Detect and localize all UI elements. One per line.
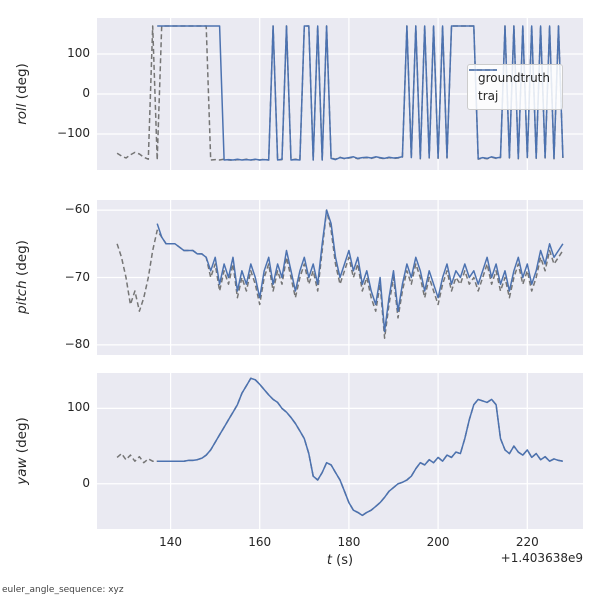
footer-note: euler_angle_sequence: xyz: [2, 585, 124, 595]
ytick-label: −80: [64, 336, 90, 351]
axes-2: [97, 373, 583, 529]
axis-offset-text: +1.403638e9: [500, 551, 583, 565]
legend-label-traj: traj: [477, 89, 499, 103]
axes-1: [97, 200, 583, 355]
x-axis-label: t (s): [326, 553, 354, 568]
legend-label-groundtruth: groundtruth: [477, 71, 550, 85]
ytick-label: −60: [64, 202, 90, 217]
yaw-plot: [97, 373, 583, 529]
ytick-label: 0: [82, 86, 90, 100]
legend-line-traj: [468, 69, 497, 71]
xtick-label: 160: [248, 535, 272, 549]
ytick-label: 100: [67, 46, 90, 60]
axes-0: groundtruth traj: [97, 18, 583, 170]
xtick-label: 220: [515, 535, 539, 549]
ytick-label: 100: [67, 400, 90, 415]
yaw-axis-label: yaw (deg): [14, 417, 30, 485]
pitch-plot: [97, 200, 583, 355]
ytick-label: −100: [57, 126, 90, 140]
legend: groundtruth traj: [466, 64, 563, 110]
xtick-label: 180: [337, 535, 361, 549]
xtick-label: 140: [159, 535, 183, 549]
ytick-label: −70: [64, 269, 90, 284]
legend-entry-traj: traj: [468, 69, 550, 103]
xtick-label: 200: [426, 535, 450, 549]
ytick-label: 0: [82, 475, 90, 490]
